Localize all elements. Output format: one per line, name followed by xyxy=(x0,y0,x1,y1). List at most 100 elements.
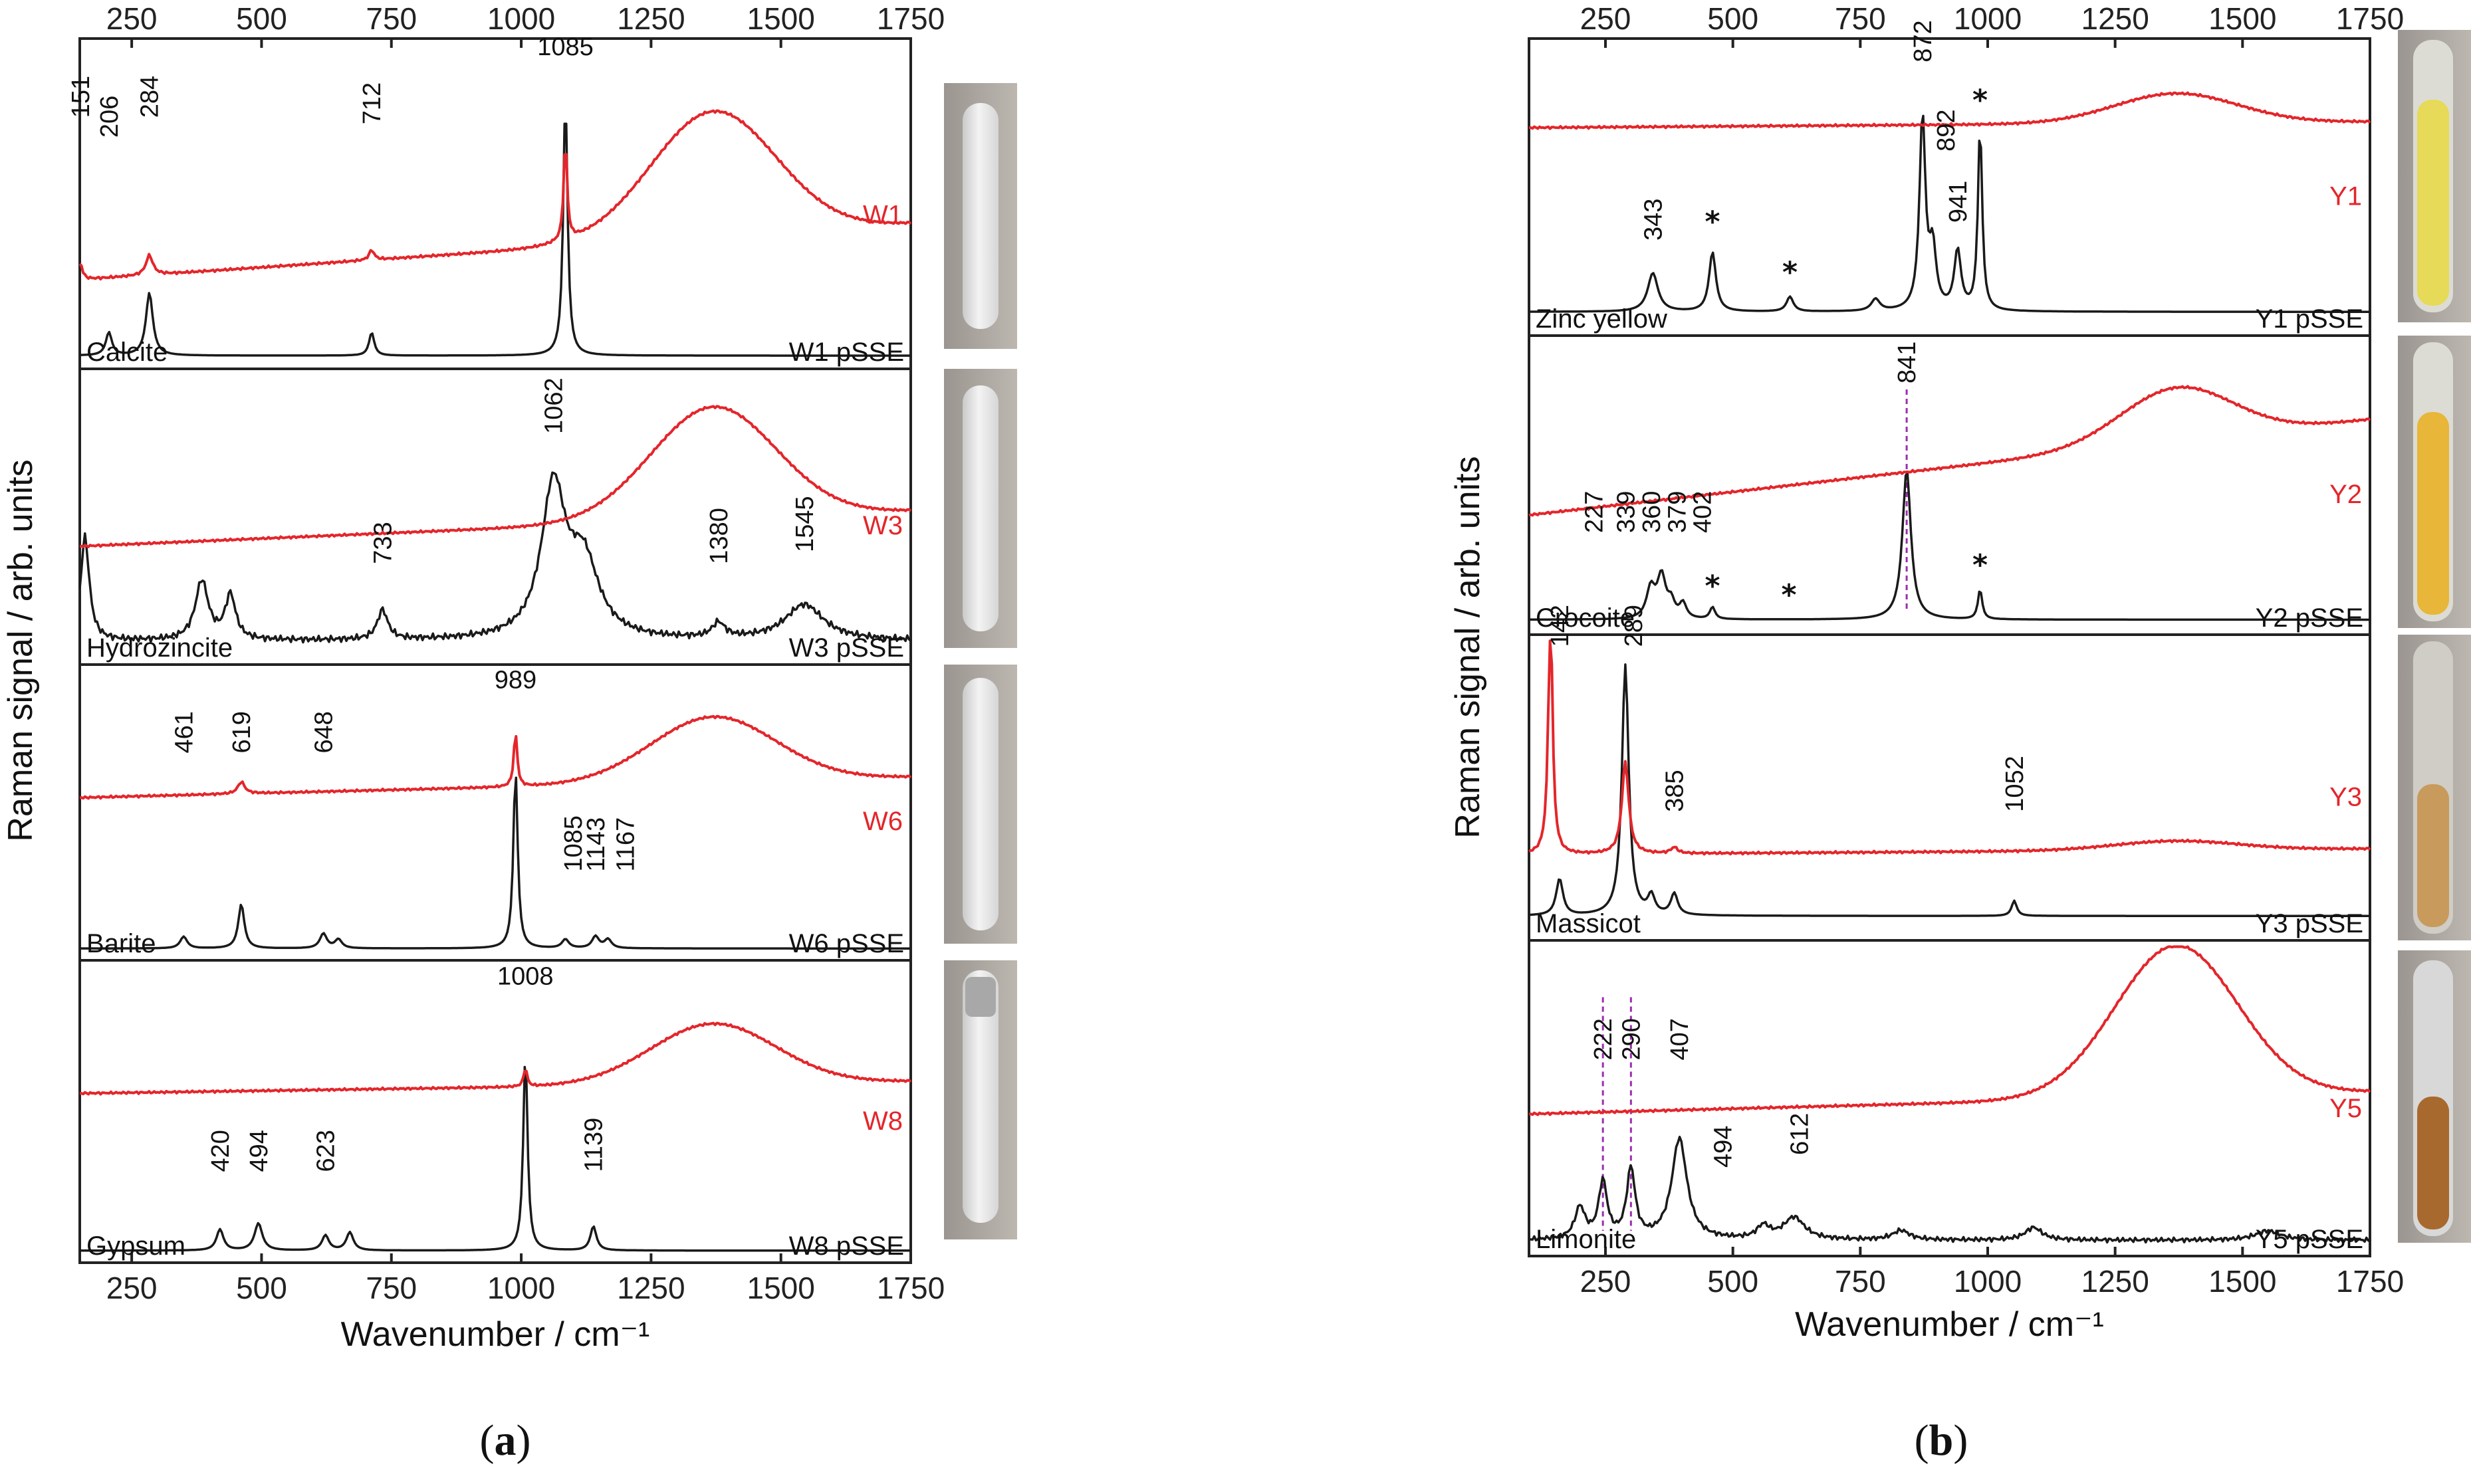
peak-annotation: 379 xyxy=(1663,491,1691,533)
peak-annotation: 402 xyxy=(1689,491,1717,533)
peak-annotation: 151 xyxy=(67,76,95,118)
spectrum-panel-y1: Zinc yellow Y1 pSSE Y1 343 872 892 941 * * * xyxy=(1528,20,2371,334)
peak-annotation: 1167 xyxy=(612,817,640,872)
peak-annotation: 712 xyxy=(358,82,386,124)
sample-label: Y2 xyxy=(2329,480,2362,509)
reference-label: Limonite xyxy=(1536,1225,1636,1254)
peak-annotation: 941 xyxy=(1944,181,1972,223)
peak-annotation: 290 xyxy=(1617,1018,1645,1060)
peak-annotation: 1085 xyxy=(560,815,588,872)
pSSE-label: Y2 pSSE xyxy=(2256,603,2363,633)
vial-powder-y3 xyxy=(2417,784,2449,927)
peak-annotation: 841 xyxy=(1893,342,1921,383)
bottom-tick-label: 1500 xyxy=(747,1271,815,1305)
spectrum-panel-y3: Massicot Y3 pSSE Y3 142 289 385 1052 xyxy=(1528,605,2371,938)
vial-cap-w8 xyxy=(965,977,996,1017)
peak-annotation: 461 xyxy=(170,711,198,753)
bottom-tick-label: 1000 xyxy=(487,1271,555,1305)
peak-annotation: 385 xyxy=(1661,770,1689,811)
peak-annotation: 289 xyxy=(1620,605,1648,647)
pSSE-label: Y5 pSSE xyxy=(2256,1225,2363,1254)
vial-tube-w8 xyxy=(963,970,999,1223)
y-axis-label: Raman signal / arb. units xyxy=(1449,456,1487,838)
impurity-star: * xyxy=(1705,570,1720,603)
spectrum-panel-y5: Limonite Y5 pSSE Y5 222 290 407 494 612 xyxy=(1528,939,2371,1254)
peak-annotation: 1052 xyxy=(2001,756,2029,812)
peak-annotation: 227 xyxy=(1580,491,1608,533)
peak-annotation: 284 xyxy=(136,76,164,118)
reference-spectrum-line xyxy=(1528,663,2370,917)
vial-powder-y1 xyxy=(2417,100,2449,306)
bottom-tick-label: 1250 xyxy=(2081,1264,2149,1299)
sample-spectrum-line xyxy=(79,714,912,800)
plot-frame xyxy=(1528,37,2371,1257)
sample-label: W6 xyxy=(863,807,903,836)
vial-photos-b xyxy=(2398,30,2471,1243)
peak-annotation: 1380 xyxy=(705,508,733,564)
spectrum-panel-w1: Calcite W1 pSSE W1 151 206 284 712 1085 xyxy=(67,33,912,367)
peak-annotation: 1062 xyxy=(540,377,568,434)
sample-spectrum-line xyxy=(1528,91,2371,130)
top-tick-label: 750 xyxy=(1835,1,1886,36)
top-tick-label: 1500 xyxy=(747,1,815,36)
impurity-star: * xyxy=(1705,205,1720,239)
peak-annotation: 494 xyxy=(1709,1126,1737,1168)
x-axis-label: Wavenumber / cm⁻¹ xyxy=(341,1315,650,1354)
impurity-star: * xyxy=(1972,83,1988,117)
peak-annotation: 222 xyxy=(1589,1018,1617,1060)
x-axis-label: Wavenumber / cm⁻¹ xyxy=(1795,1305,2104,1344)
reference-spectrum-line xyxy=(1529,472,2370,621)
bottom-tick-label: 1000 xyxy=(1954,1264,2022,1299)
sample-spectrum-line xyxy=(78,109,912,280)
peak-annotation: 420 xyxy=(207,1130,235,1172)
subfigure-label-b: (b) xyxy=(1914,1416,1968,1465)
sample-label: W1 xyxy=(863,200,903,229)
subfigure-label-a: (a) xyxy=(479,1416,531,1465)
reference-spectrum-line xyxy=(1528,1135,2371,1244)
peak-annotation: 648 xyxy=(310,711,338,753)
sample-spectrum-line xyxy=(79,405,912,548)
top-tick-label: 250 xyxy=(106,1,158,36)
peak-annotation: 1139 xyxy=(580,1118,608,1172)
peak-annotation: 1545 xyxy=(791,496,819,552)
reference-label: Barite xyxy=(86,929,156,958)
figure-b: 250 500 750 1000 1250 1500 1750 250 500 750 1000 12… xyxy=(1449,1,2404,1344)
reference-spectrum-line xyxy=(1529,114,2370,313)
reference-label: Crocoite xyxy=(1536,603,1635,633)
peak-annotation: 1143 xyxy=(582,817,610,872)
peak-annotation: 892 xyxy=(1933,109,1960,151)
top-tick-label: 1750 xyxy=(877,1,945,36)
reference-label: Calcite xyxy=(86,338,168,367)
y-axis-label: Raman signal / arb. units xyxy=(1,459,40,841)
reference-spectrum-line xyxy=(80,776,911,950)
peak-annotation: 360 xyxy=(1638,491,1666,533)
peak-annotation: 623 xyxy=(312,1130,340,1172)
spectrum-panel-w3: Hydrozincite W3 pSSE W3 1062 733 1380 1545 xyxy=(78,368,912,663)
bottom-tick-label: 500 xyxy=(236,1271,287,1305)
reference-spectrum-line xyxy=(78,471,912,644)
peak-annotation: 1008 xyxy=(497,962,554,990)
impurity-star: * xyxy=(1781,578,1796,612)
top-tick-label: 250 xyxy=(1580,1,1631,36)
sample-label: Y3 xyxy=(2329,783,2362,812)
top-tick-label: 1000 xyxy=(487,1,555,36)
reference-spectrum-line xyxy=(80,1065,911,1252)
sample-spectrum-line xyxy=(1528,385,2371,517)
bottom-tick-label: 750 xyxy=(1835,1264,1886,1299)
peak-annotation: 872 xyxy=(1909,20,1937,62)
reference-label: Hydrozincite xyxy=(86,633,233,663)
sample-label: Y1 xyxy=(2329,181,2362,211)
vial-tube-w6 xyxy=(963,678,999,930)
bottom-tick-label: 750 xyxy=(366,1271,417,1305)
impurity-star: * xyxy=(1782,256,1798,290)
bottom-tick-label: 1750 xyxy=(2336,1264,2404,1299)
top-tick-label: 1250 xyxy=(2081,1,2149,36)
sample-spectrum-line xyxy=(1528,639,2371,856)
peak-annotation: 619 xyxy=(228,711,256,753)
vial-tube-w3 xyxy=(963,385,999,631)
peak-annotation: 989 xyxy=(495,667,536,694)
bottom-tick-label: 500 xyxy=(1707,1264,1758,1299)
sample-label: W3 xyxy=(863,511,903,540)
